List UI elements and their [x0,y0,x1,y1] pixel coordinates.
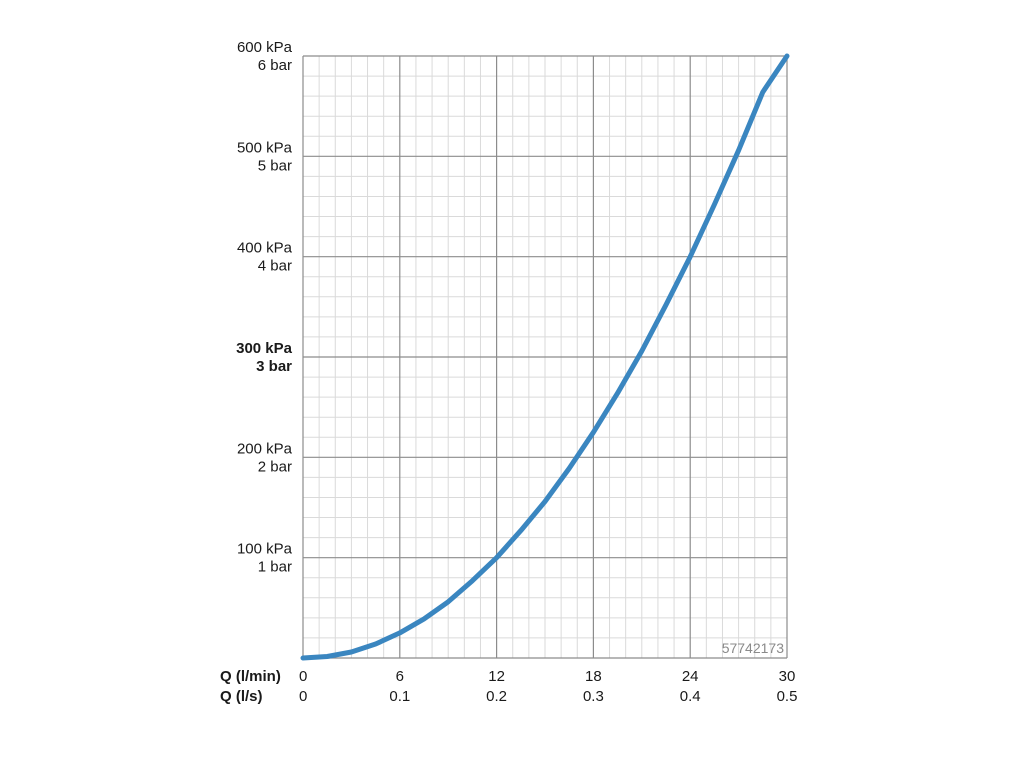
pressure-curve [300,53,790,661]
y-tick-label-bar: 6 bar [258,57,292,74]
y-tick-label-bar: 5 bar [258,157,292,174]
y-tick-label-bar: 4 bar [258,258,292,275]
major-grid [302,55,788,659]
y-tick-label-bar: 3 bar [256,358,292,375]
y-tick-label-kpa: 600 kPa [237,39,293,56]
x-tick-label: 12 [488,668,505,685]
x-axis-row-label: Q (l/min) [220,668,281,685]
x-tick-label: 0 [299,668,307,685]
x-tick-label: 18 [585,668,602,685]
curve-layer [300,53,790,661]
x-axis-row-label: Q (l/s) [220,688,263,705]
y-tick-label-bar: 2 bar [258,458,292,475]
y-tick-label-bar: 1 bar [258,559,292,576]
x-axis-ticks: Q (l/min) 0 6 12 18 24 30 Q (l/s) 0 0.1 0.2 0.3 0.4 0… [220,668,797,705]
y-tick-label-kpa: 400 kPa [237,240,293,257]
x-tick-label: 0 [299,688,307,705]
y-tick-label-kpa: 500 kPa [237,139,293,156]
x-tick-label: 0.2 [486,688,507,705]
drawing-code-label: 57742173 [722,640,785,656]
y-tick-label-kpa: 200 kPa [237,440,293,457]
x-tick-label: 6 [396,668,404,685]
x-tick-label: 30 [779,668,796,685]
x-tick-label: 0.3 [583,688,604,705]
y-tick-label-kpa: 300 kPa [236,340,293,357]
x-tick-label: 24 [682,668,699,685]
x-tick-label: 0.4 [680,688,701,705]
x-tick-label: 0.1 [389,688,410,705]
x-tick-label: 0.5 [777,688,798,705]
y-tick-label-kpa: 100 kPa [237,541,293,558]
